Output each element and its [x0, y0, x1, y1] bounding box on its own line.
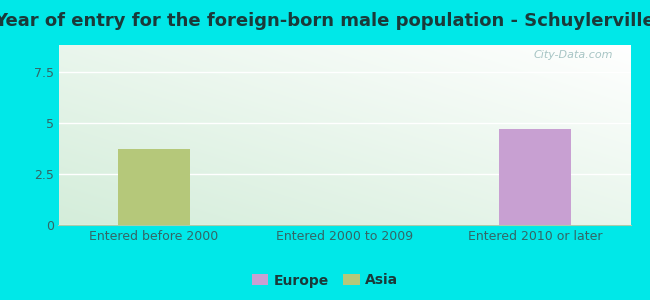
Bar: [118, 149, 190, 225]
Text: City-Data.com: City-Data.com: [534, 50, 614, 60]
Text: Year of entry for the foreign-born male population - Schuylerville: Year of entry for the foreign-born male …: [0, 12, 650, 30]
Legend: Europe, Asia: Europe, Asia: [246, 268, 404, 293]
Bar: [499, 129, 571, 225]
